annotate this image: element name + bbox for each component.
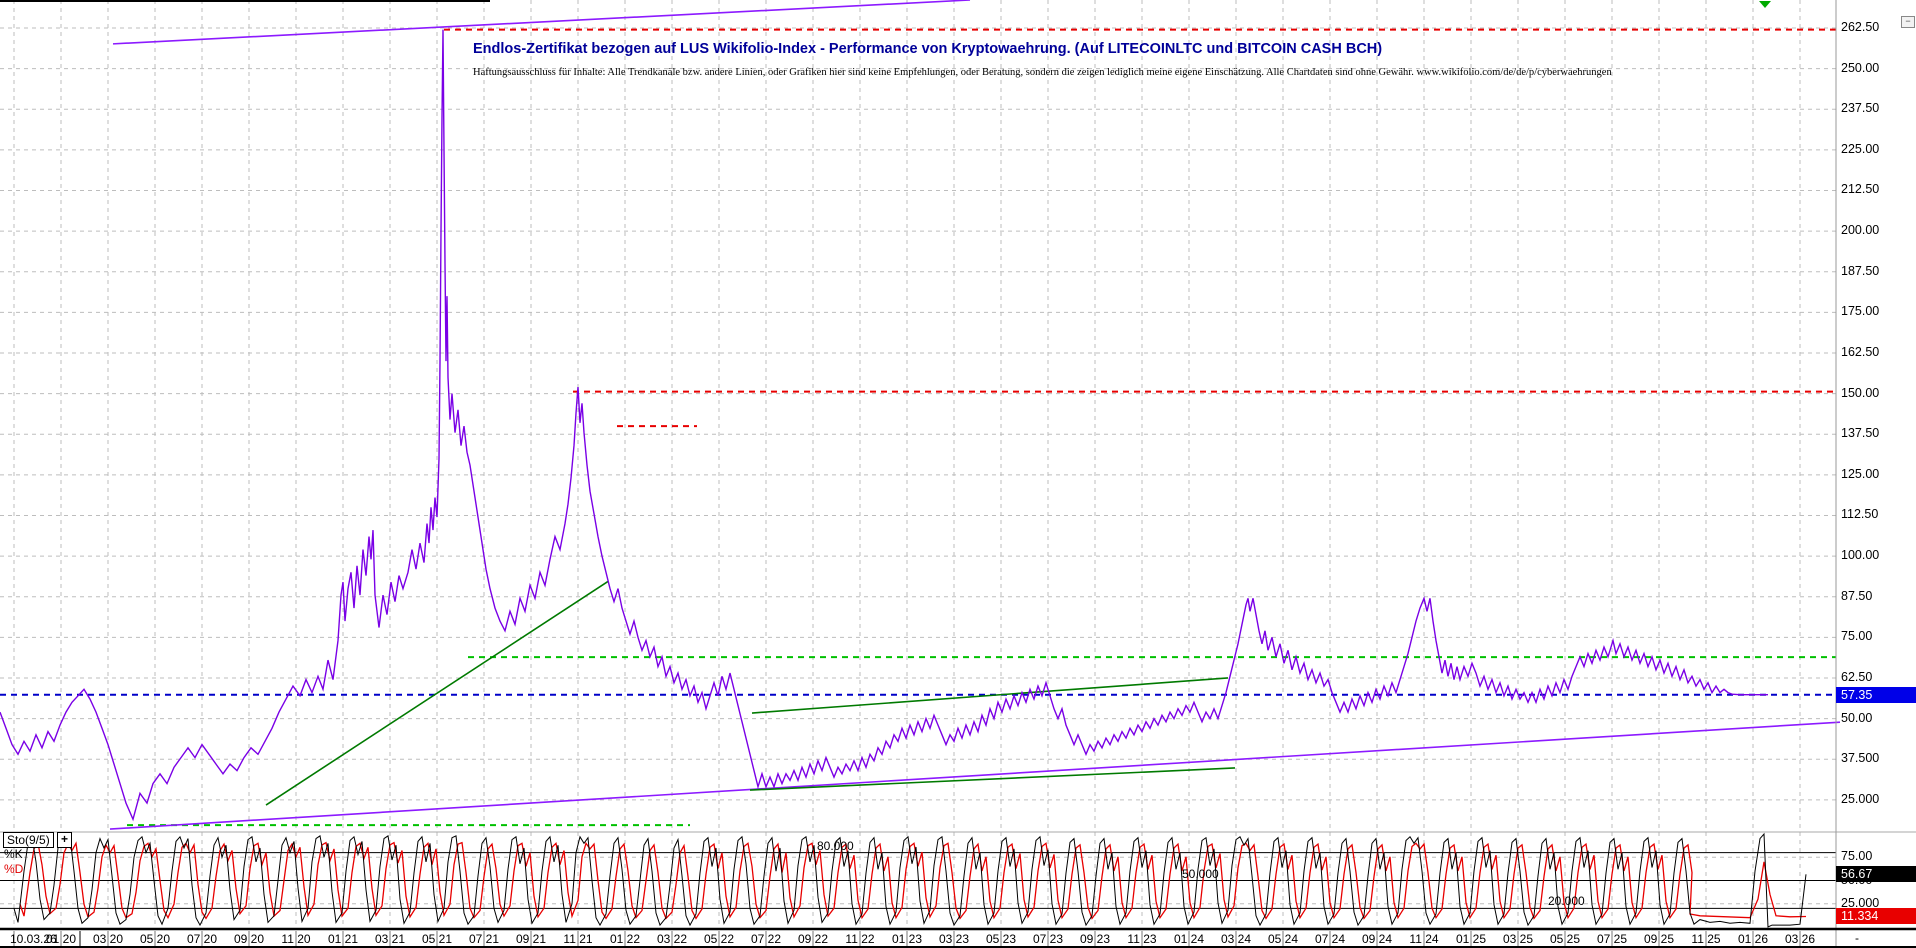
date-axis-label: 03 26 bbox=[1784, 932, 1816, 946]
date-axis-label: 11 20 bbox=[281, 932, 311, 946]
last-price-tag: 57.35 bbox=[1836, 686, 1916, 703]
price-axis-label: 50.00 bbox=[1841, 710, 1873, 725]
date-axis-label: 03 23 bbox=[938, 932, 970, 946]
price-axis-label: 150.00 bbox=[1841, 385, 1880, 400]
date-axis-label: 07 23 bbox=[1032, 932, 1064, 946]
stochastic-indicator-label[interactable]: Sto(9/5) bbox=[3, 832, 54, 848]
lower-channel bbox=[109, 721, 1841, 830]
date-axis-label: 01 25 bbox=[1455, 932, 1487, 946]
stoch-level-label: 20.000 bbox=[1548, 894, 1585, 909]
price-axis-label: 175.00 bbox=[1841, 304, 1880, 319]
price-axis-label: 162.50 bbox=[1841, 344, 1880, 359]
date-axis-label: 11 23 bbox=[1127, 932, 1157, 946]
date-axis-label: 03 25 bbox=[1502, 932, 1534, 946]
date-axis-label: 03 22 bbox=[656, 932, 688, 946]
date-axis-dash: - bbox=[1855, 931, 1859, 945]
date-axis-label: 01 21 bbox=[327, 932, 359, 946]
date-axis-label: 07 25 bbox=[1596, 932, 1628, 946]
date-axis-label: 05 21 bbox=[421, 932, 453, 946]
date-axis-label: 07 21 bbox=[468, 932, 500, 946]
date-axis-label: 03 24 bbox=[1220, 932, 1252, 946]
price-axis-label: 137.50 bbox=[1841, 426, 1880, 441]
price-axis-label: 187.50 bbox=[1841, 263, 1880, 278]
date-axis-label: 01 22 bbox=[609, 932, 641, 946]
price-axis-label: 125.00 bbox=[1841, 466, 1880, 481]
date-axis-label: 11 22 bbox=[845, 932, 875, 946]
price-axis-label: 25.000 bbox=[1841, 791, 1880, 806]
stoch-d-value-tag: 11.334 bbox=[1836, 908, 1916, 925]
current-date-label: 10.03.26 bbox=[10, 932, 57, 946]
upper-channel bbox=[112, 0, 971, 45]
stochastic-d-line bbox=[19, 841, 1807, 920]
percent-d-label: %D bbox=[4, 862, 24, 876]
date-axis-label: 01 23 bbox=[891, 932, 923, 946]
green-base-resistance bbox=[751, 677, 1229, 714]
date-axis-label: 09 23 bbox=[1079, 932, 1111, 946]
date-axis-label: 07 20 bbox=[186, 932, 218, 946]
date-axis-label: 03 20 bbox=[92, 932, 124, 946]
date-axis-label: 07 24 bbox=[1314, 932, 1346, 946]
date-axis-label: 05 25 bbox=[1549, 932, 1581, 946]
price-axis-label: 62.50 bbox=[1841, 669, 1873, 684]
chart-title: Endlos-Zertifikat bezogen auf LUS Wikifo… bbox=[473, 41, 1383, 57]
date-axis-label: 11 25 bbox=[1691, 932, 1721, 946]
date-axis-label: 11 21 bbox=[563, 932, 593, 946]
date-axis-label: 01 20 bbox=[45, 932, 77, 946]
date-axis-label: 05 24 bbox=[1267, 932, 1299, 946]
date-axis-label: 03 21 bbox=[374, 932, 406, 946]
date-axis-label: 09 24 bbox=[1361, 932, 1393, 946]
price-axis-label: 225.00 bbox=[1841, 141, 1880, 156]
drawing-anchor-triangle-icon bbox=[1759, 1, 1771, 8]
stoch-k-value-tag: 56.67 bbox=[1836, 866, 1916, 883]
price-axis-label: 212.50 bbox=[1841, 182, 1880, 197]
price-axis-label: 250.00 bbox=[1841, 60, 1880, 75]
date-axis-label: 05 22 bbox=[703, 932, 735, 946]
date-axis-label: 01 24 bbox=[1173, 932, 1205, 946]
collapse-panel-button[interactable]: − bbox=[1901, 16, 1915, 28]
price-axis-label: 200.00 bbox=[1841, 223, 1880, 238]
stoch-level-label: 50.000 bbox=[1182, 866, 1219, 881]
green-base-support bbox=[749, 767, 1236, 791]
date-axis-label: 11 24 bbox=[1409, 932, 1439, 946]
date-axis-label: 07 22 bbox=[750, 932, 782, 946]
stoch-axis-label: 75.00 bbox=[1841, 849, 1873, 864]
green-trend-2020 bbox=[265, 580, 609, 806]
percent-k-label: %K bbox=[4, 847, 23, 861]
date-axis-label: 09 20 bbox=[233, 932, 265, 946]
stoch-level-label: 80.000 bbox=[817, 838, 854, 853]
date-axis-label: 09 22 bbox=[797, 932, 829, 946]
chart-disclaimer: Haftungsausschluss für Inhalte: Alle Tre… bbox=[473, 67, 1612, 78]
date-axis-label: 05 20 bbox=[139, 932, 171, 946]
date-axis-label: 09 21 bbox=[515, 932, 547, 946]
date-axis-label: 01 26 bbox=[1737, 932, 1769, 946]
price-line bbox=[0, 29, 1768, 822]
stoch-axis-label: 25.000 bbox=[1841, 895, 1880, 910]
date-axis-label: 05 23 bbox=[985, 932, 1017, 946]
price-axis-label: 37.500 bbox=[1841, 751, 1880, 766]
price-axis-label: 75.00 bbox=[1841, 629, 1873, 644]
price-axis-label: 112.50 bbox=[1841, 507, 1879, 522]
date-axis-label: 09 25 bbox=[1643, 932, 1675, 946]
stochastic-k-line bbox=[13, 832, 1807, 928]
indicator-add-button[interactable]: + bbox=[57, 832, 72, 848]
price-axis-label: 237.50 bbox=[1841, 101, 1880, 116]
price-axis-label: 262.50 bbox=[1841, 19, 1880, 34]
price-axis-label: 100.00 bbox=[1841, 548, 1880, 563]
price-axis-label: 87.50 bbox=[1841, 588, 1873, 603]
